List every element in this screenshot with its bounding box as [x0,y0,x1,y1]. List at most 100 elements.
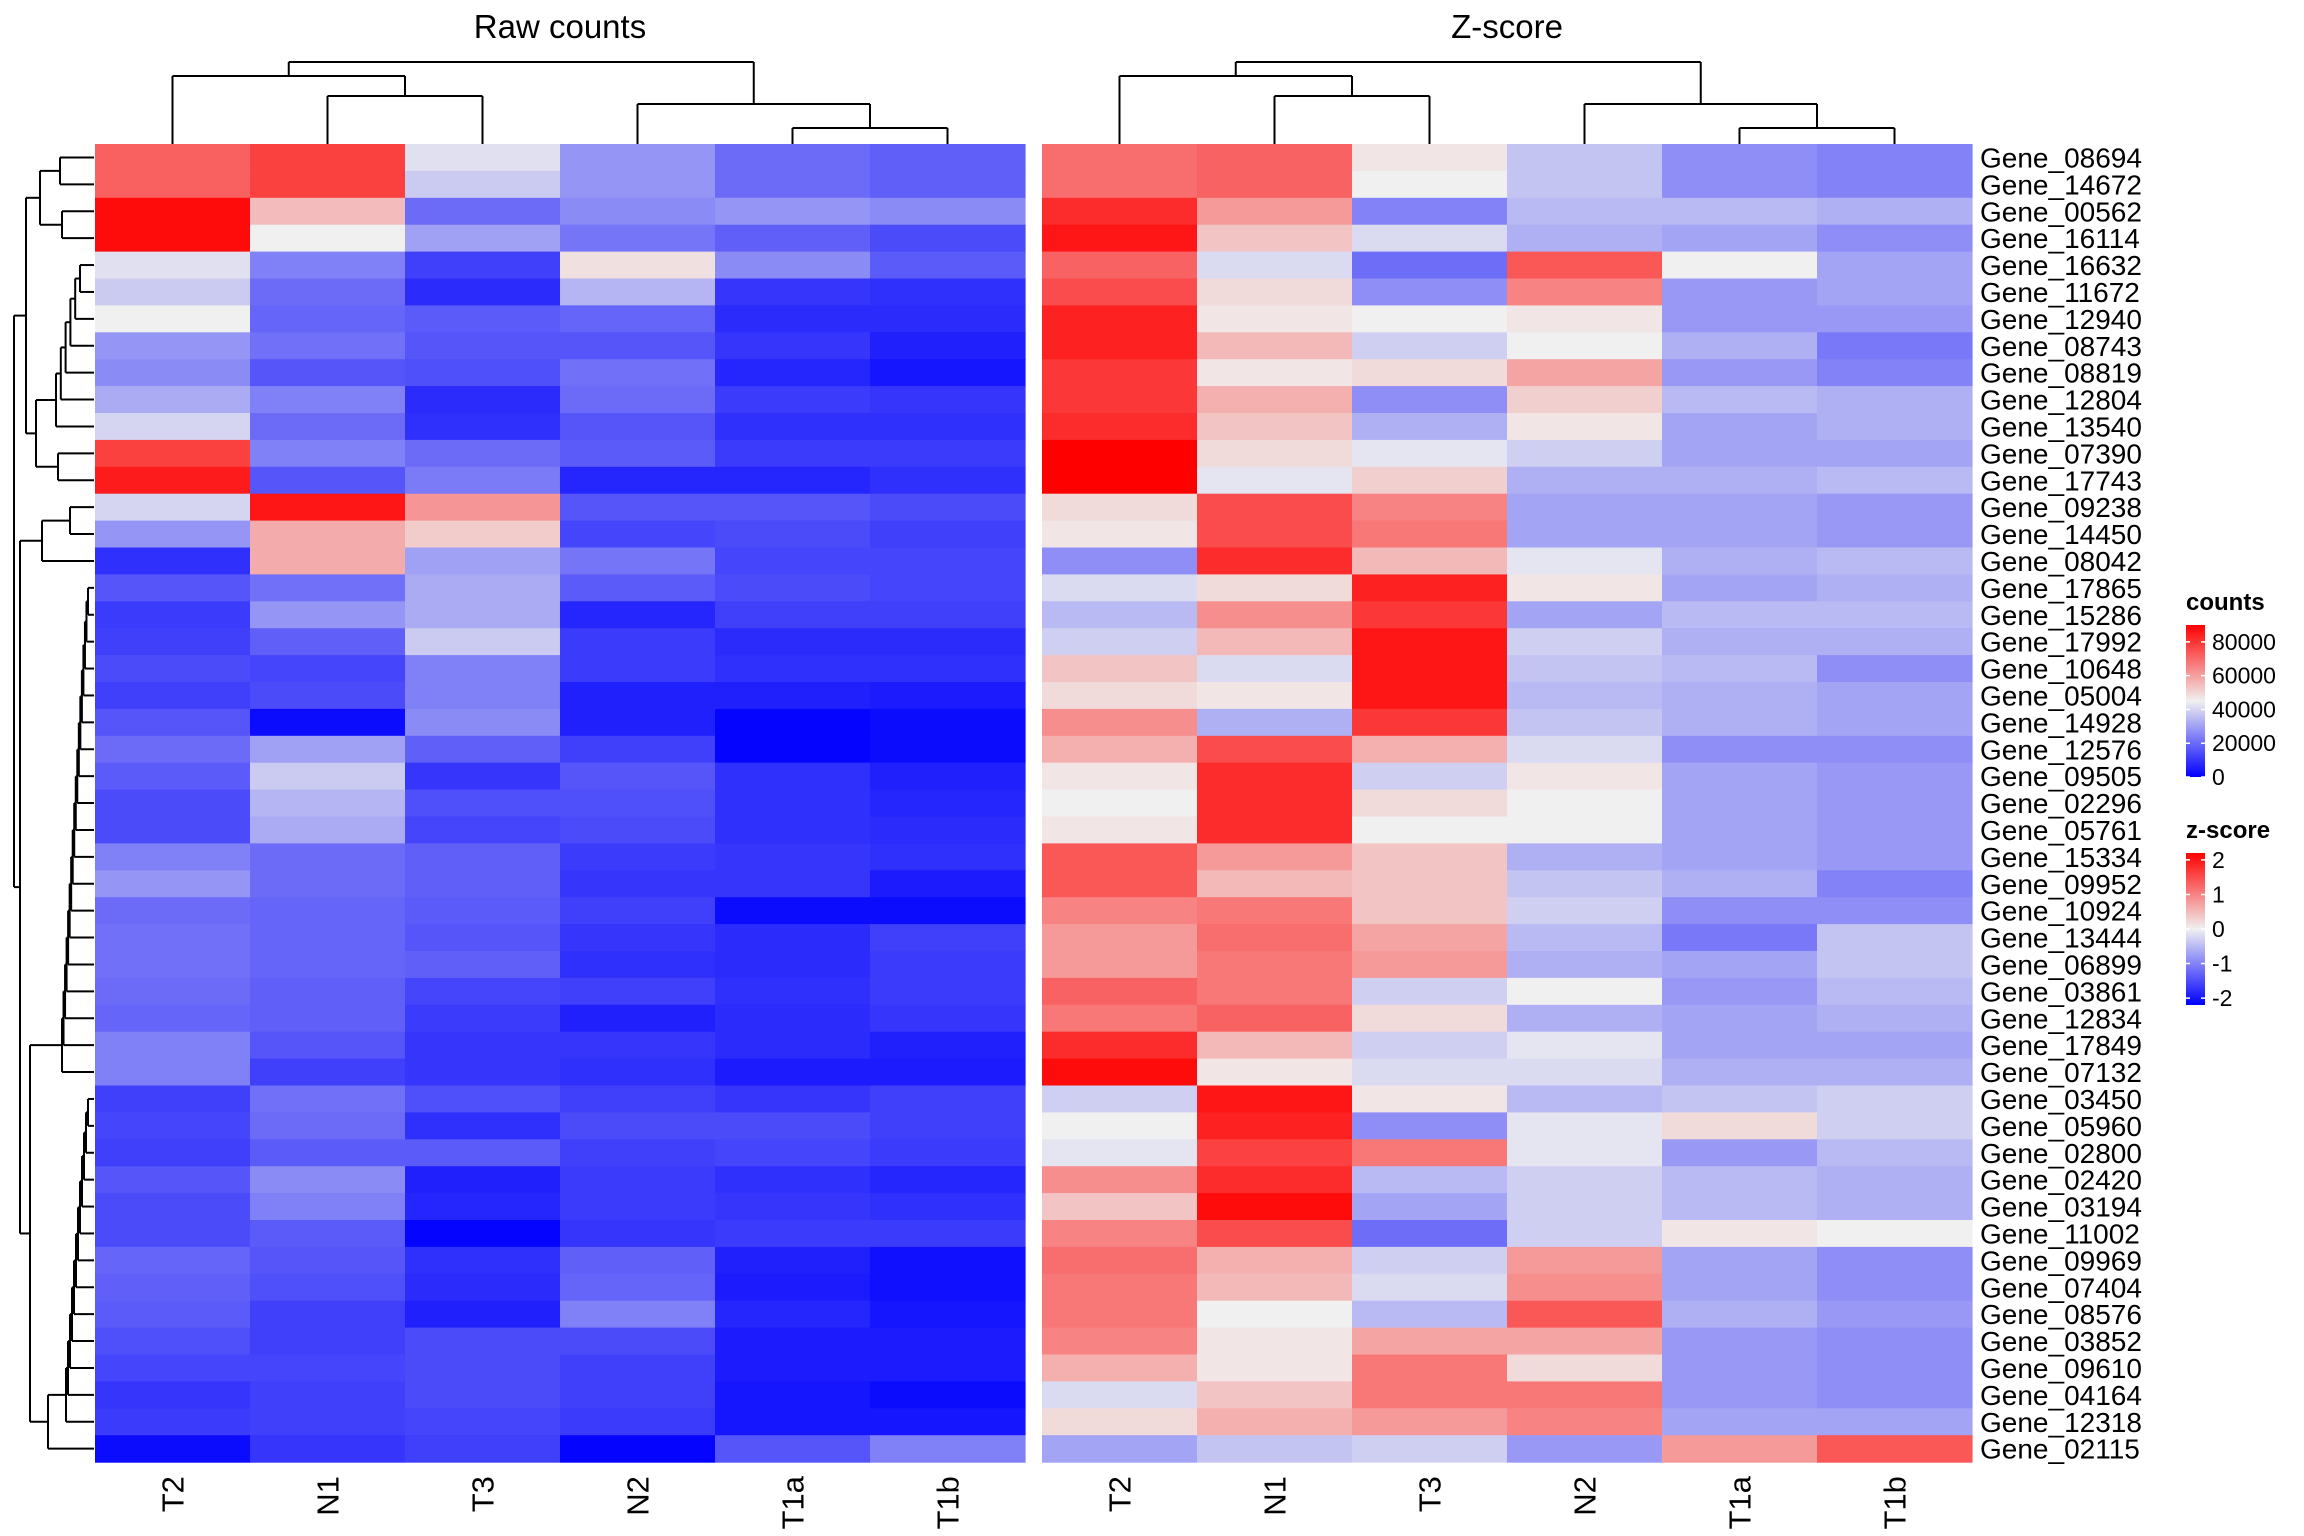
heatmap-cell [1197,1246,1353,1275]
heatmap-cell [715,870,871,898]
heatmap-cell [95,439,251,468]
heatmap-cell [1352,655,1508,683]
heatmap-cell [1042,1246,1198,1275]
gene-label: Gene_02296 [1980,788,2142,819]
column-label: T1b [931,1476,966,1529]
heatmap-cell [560,789,716,818]
heatmap-cell [1662,439,1818,468]
heatmap-cell [405,1435,561,1463]
heatmap-cell [1662,574,1818,602]
heatmap-cell [715,789,871,818]
heatmap-cell [1352,1031,1508,1060]
heatmap-cell [1042,305,1198,333]
heatmap-cell [1197,951,1353,979]
heatmap-cell [870,1085,1026,1113]
heatmap-cell [1507,278,1663,306]
heatmap-cell [1507,601,1663,629]
heatmap-cell [95,278,251,306]
heatmap-cell [250,1435,406,1463]
heatmap-cell [1042,843,1198,871]
heatmap-cell [250,332,406,360]
heatmap-cell [250,1166,406,1194]
heatmap-cell [1352,1058,1508,1087]
heatmap-cell [870,439,1026,468]
heatmap-cell [1507,224,1663,253]
heatmap-cell [1042,520,1198,549]
heatmap-cell [250,789,406,818]
heatmap-cell [1817,1273,1973,1302]
heatmap-cell [1197,1031,1353,1060]
heatmap-cell [1662,924,1818,952]
heatmap-cell [870,224,1026,253]
heatmap-cell [1662,708,1818,737]
heatmap-cell [715,170,871,199]
heatmap-cell [1352,493,1508,522]
heatmap-cell [1042,1166,1198,1194]
heatmap-cell [1197,1058,1353,1087]
heatmap-cell [1352,735,1508,764]
heatmap-cell [250,359,406,387]
heatmap-cell [1662,897,1818,925]
heatmap-cell [1662,1327,1818,1356]
heatmap-cell [1352,1435,1508,1463]
heatmap-cell [250,170,406,199]
heatmap-cell [95,1327,251,1356]
heatmap-cell [870,574,1026,602]
heatmap-cell [1817,1300,1973,1329]
legends: counts 80000 60000 40000 20000 0 z-score 2 1 0 -1 -… [2186,589,2276,1011]
heatmap-cell [1042,816,1198,844]
heatmap-cell [405,332,561,360]
heatmap-cell [1197,1004,1353,1033]
heatmap-cell [715,843,871,871]
legend-z-score: z-score 2 1 0 -1 -2 [2186,817,2270,1011]
heatmap-cell [405,762,561,791]
heatmap-cell [1662,332,1818,360]
heatmap-cell [250,413,406,441]
heatmap-cell [405,843,561,871]
heatmap-cell [1352,762,1508,791]
heatmap-cell [95,1166,251,1194]
heatmap-cell [1507,1004,1663,1033]
heatmap-cell [405,386,561,414]
heatmap-cell [560,1166,716,1194]
heatmap-cell [95,574,251,602]
heatmap-cell [1507,413,1663,441]
heatmap-cell [715,1085,871,1113]
heatmap-cell [1197,762,1353,791]
heatmap-cell [1197,439,1353,468]
heatmap-cell [1507,466,1663,495]
heatmap-cell [1352,1085,1508,1113]
heatmap-cell [405,1058,561,1087]
gene-label: Gene_16632 [1980,250,2142,281]
heatmap-cell [405,977,561,1006]
heatmap-cell [1817,1327,1973,1356]
heatmap-cell [1662,520,1818,549]
heatmap-cell [250,951,406,979]
gene-label: Gene_08576 [1980,1299,2142,1330]
heatmap-cell [95,251,251,280]
heatmap-cell [870,1004,1026,1033]
heatmap-cell [1042,628,1198,656]
heatmap-cell [405,1354,561,1382]
gene-labels: Gene_08694Gene_14672Gene_00562Gene_16114… [1980,142,2142,1464]
heatmap-cell [1817,1085,1973,1113]
heatmap-cell [1352,332,1508,360]
heatmap-cell [1817,1381,1973,1409]
heatmap-cell [1197,197,1353,226]
heatmap-cell [405,574,561,602]
heatmap-cell [1817,951,1973,979]
heatmap-cell [870,1112,1026,1140]
legend-title: counts [2186,589,2265,616]
heatmap-cell [560,224,716,253]
heatmap-cell [1042,708,1198,737]
heatmap-cell [405,1031,561,1060]
heatmap-cell [1507,1300,1663,1329]
heatmap-cell [560,278,716,306]
heatmap-cell [1817,197,1973,226]
heatmap-cell [870,655,1026,683]
heatmap-panel-raw-counts: Raw counts T2 N1 T3 N2 T1a T1b [95,8,1026,1530]
heatmap-cell [95,386,251,414]
heatmap-cell [1507,897,1663,925]
heatmap-cell [405,1327,561,1356]
heatmap-cell [95,1139,251,1167]
